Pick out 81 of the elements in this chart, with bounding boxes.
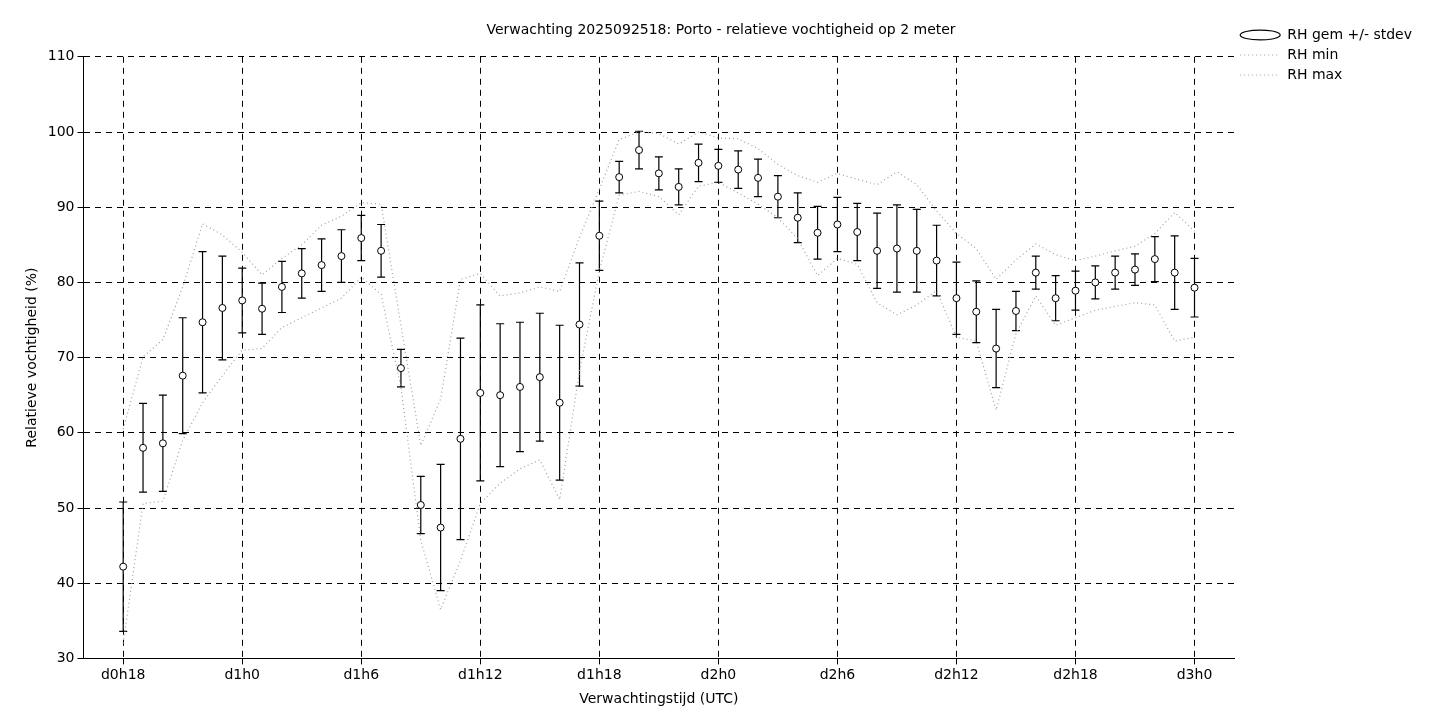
point — [218, 303, 227, 312]
point — [853, 228, 862, 237]
point — [952, 294, 961, 303]
point — [694, 158, 703, 167]
y-tick-label: 50 — [56, 498, 75, 515]
point — [1011, 306, 1020, 315]
y-tick-label: 40 — [56, 573, 75, 590]
point — [793, 213, 802, 222]
x-tick-label: d1h6 — [343, 666, 380, 683]
point — [932, 256, 941, 265]
x-tick-label: d0h18 — [100, 666, 146, 683]
point — [1190, 283, 1199, 292]
point — [1150, 255, 1159, 264]
point — [833, 220, 842, 229]
point — [1111, 268, 1120, 277]
x-tick-label: d2h0 — [700, 666, 737, 683]
point — [615, 173, 624, 182]
y-tick-label: 90 — [56, 197, 75, 214]
y-tick-label: 70 — [56, 348, 75, 365]
point — [357, 234, 366, 243]
point — [158, 439, 167, 448]
y-tick-label: 80 — [56, 273, 75, 290]
point — [654, 169, 663, 178]
legend-label: RH max — [1287, 65, 1343, 82]
legend-label: RH gem +/- stdev — [1287, 25, 1412, 42]
x-tick-label: d3h0 — [1176, 666, 1213, 683]
point — [258, 304, 267, 313]
point — [555, 398, 564, 407]
point — [1031, 268, 1040, 277]
chart-title: Verwachting 2025092518: Porto - relatieve vochtigheid op 2 meter — [486, 21, 956, 38]
point — [972, 307, 981, 316]
x-tick-label: d1h12 — [458, 666, 503, 683]
point — [992, 344, 1001, 353]
point — [734, 165, 743, 174]
point — [337, 252, 346, 261]
point — [1071, 286, 1080, 295]
point — [178, 371, 187, 380]
point — [1170, 268, 1179, 277]
point — [277, 282, 286, 291]
y-tick-label: 30 — [56, 649, 75, 666]
point — [496, 391, 505, 400]
point — [238, 296, 247, 305]
point — [674, 182, 683, 191]
point — [317, 261, 326, 270]
point — [873, 246, 882, 255]
point — [1091, 278, 1100, 287]
point — [635, 146, 644, 155]
point — [377, 246, 386, 255]
x-tick-label: d2h18 — [1053, 666, 1098, 683]
point — [456, 434, 465, 443]
y-tick-label: 60 — [56, 423, 75, 440]
point — [515, 382, 524, 391]
point — [595, 231, 604, 240]
point — [198, 318, 207, 327]
point — [297, 269, 306, 278]
point — [476, 388, 485, 397]
x-axis-title: Verwachtingstijd (UTC) — [579, 690, 739, 707]
point — [773, 192, 782, 201]
point — [436, 523, 445, 532]
y-tick-label: 100 — [47, 122, 75, 139]
y-tick-label: 110 — [47, 47, 75, 64]
x-tick-label: d1h18 — [577, 666, 622, 683]
point — [416, 500, 425, 509]
point — [754, 173, 763, 182]
point — [535, 373, 544, 382]
point — [714, 161, 723, 170]
point — [912, 246, 921, 255]
legend-label: RH min — [1287, 45, 1339, 62]
point — [396, 364, 405, 373]
point — [139, 443, 148, 452]
x-tick-label: d2h12 — [934, 666, 979, 683]
point — [813, 228, 822, 237]
point — [119, 562, 128, 571]
point — [1130, 265, 1139, 274]
point — [892, 244, 901, 253]
line-series — [122, 131, 1196, 447]
x-tick-label: d1h0 — [224, 666, 261, 683]
x-tick-label: d2h6 — [819, 666, 856, 683]
point — [575, 320, 584, 329]
y-axis-title: Relatieve vochtigheid (%) — [23, 267, 40, 448]
point — [1051, 294, 1060, 303]
